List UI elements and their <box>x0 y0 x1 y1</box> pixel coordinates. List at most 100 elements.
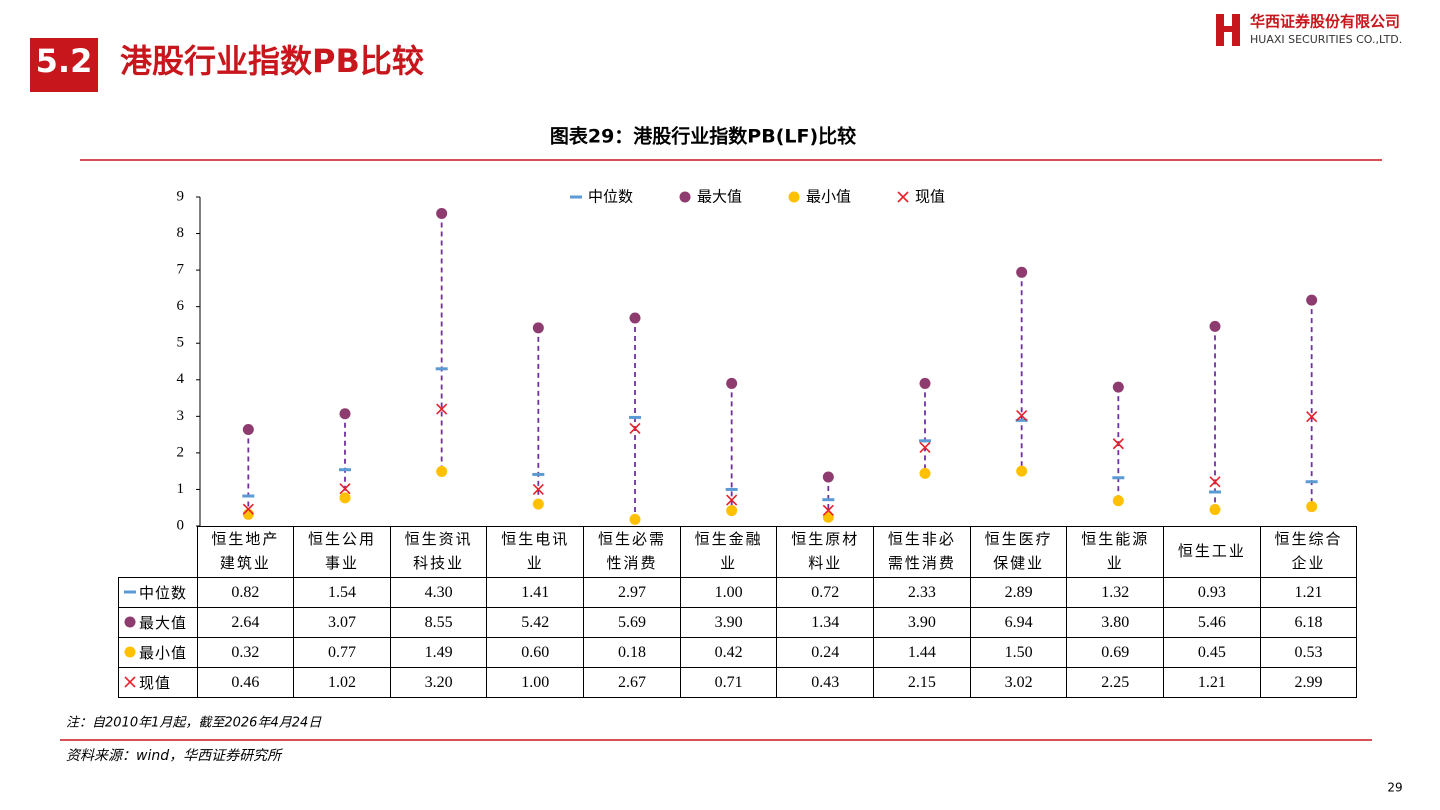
point-cross <box>1209 476 1221 488</box>
y-tick-label: 8 <box>177 225 185 241</box>
table-row: 中位数 0.82 1.54 4.30 1.41 2.97 1.00 0.72 2.33 2.89 1… <box>118 577 1358 608</box>
category-label: 恒生医疗保健业 <box>984 532 1053 572</box>
source: 资料来源：wind，华西证券研究所 <box>66 748 283 764</box>
category-label: 恒生地产建筑业 <box>211 532 280 572</box>
table-value: 5.46 <box>1163 607 1261 638</box>
y-tick-label: 0 <box>177 517 185 533</box>
point-cross <box>726 494 738 506</box>
table-value: 0.24 <box>776 637 875 668</box>
table-value: 3.07 <box>293 607 391 638</box>
note: 注：自2010年1月起，截至2026年4月24日 <box>66 716 322 731</box>
table-header-cell: 恒生非必需性消费 <box>873 526 971 578</box>
point-cross <box>436 403 448 415</box>
table-value: 0.46 <box>196 667 295 698</box>
table-value: 0.43 <box>776 667 875 698</box>
legend-label: 最小值 <box>806 188 851 206</box>
y-tick-label: 1 <box>177 481 185 497</box>
row-marker-box <box>124 616 136 628</box>
table-value: 2.99 <box>1259 667 1358 698</box>
table-value: 1.00 <box>486 667 585 698</box>
point-circle <box>1209 320 1221 332</box>
table-row: 最大值 2.64 3.07 8.55 5.42 5.69 3.90 1.34 3.90 6.94 3… <box>118 607 1358 638</box>
point-circle <box>919 377 931 389</box>
point-cross <box>339 483 351 495</box>
table-value: 2.89 <box>969 577 1068 608</box>
table-value: 2.64 <box>196 607 295 638</box>
table-value: 0.18 <box>583 637 681 668</box>
table-value: 2.25 <box>1066 667 1165 698</box>
row-marker-box <box>124 646 136 658</box>
point-circle <box>242 508 254 520</box>
category-label: 恒生公用事业 <box>307 532 376 572</box>
table-value: 1.32 <box>1066 577 1165 608</box>
table-header-cell: 恒生原材料业 <box>776 526 875 578</box>
legend-label: 现值 <box>915 188 945 206</box>
y-tick-label: 4 <box>177 371 185 387</box>
row-marker-box <box>124 676 136 688</box>
row-label: 中位数 <box>118 577 198 608</box>
table-header-cell: 恒生地产建筑业 <box>196 526 295 578</box>
row-marker <box>124 616 136 628</box>
table-corner <box>118 526 198 578</box>
point-circle <box>339 492 351 504</box>
table-header-cell: 恒生能源业 <box>1066 526 1165 578</box>
table-value: 1.02 <box>293 667 391 698</box>
table-value: 3.20 <box>389 667 488 698</box>
table-header-cell: 恒生公用事业 <box>293 526 391 578</box>
table-header-cell: 恒生医疗保健业 <box>969 526 1068 578</box>
table-header-cell: 恒生工业 <box>1163 526 1261 578</box>
table-header-cell: 恒生资讯科技业 <box>389 526 488 578</box>
row-name: 现值 <box>139 676 172 692</box>
logo-icon <box>1216 14 1240 46</box>
table-value: 1.00 <box>679 577 778 608</box>
table-value: 5.69 <box>583 607 681 638</box>
table-value: 1.34 <box>776 607 875 638</box>
point-circle <box>629 513 641 525</box>
point-circle <box>1016 266 1028 278</box>
legend-marker <box>679 191 691 203</box>
table-row: 现值 0.46 1.02 3.20 1.00 2.67 0.71 0.43 2.15 3.02 2.… <box>118 667 1358 698</box>
table-header-cell: 恒生综合企业 <box>1259 526 1358 578</box>
point-circle <box>726 505 738 517</box>
legend-label: 最大值 <box>697 188 742 206</box>
page-number: 29 <box>1387 781 1402 795</box>
point-circle <box>1306 294 1318 306</box>
table-value: 0.60 <box>486 637 585 668</box>
point-circle <box>822 471 834 483</box>
table-value: 3.90 <box>873 607 971 638</box>
category-label: 恒生金融业 <box>694 532 763 572</box>
chart-title: 图表29：港股行业指数PB(LF)比较 <box>550 125 856 148</box>
table-value: 0.93 <box>1163 577 1261 608</box>
table-value: 2.33 <box>873 577 971 608</box>
point-circle <box>242 423 254 435</box>
table-value: 8.55 <box>389 607 488 638</box>
category-label: 恒生电讯业 <box>501 532 570 572</box>
row-label: 最大值 <box>118 607 198 638</box>
point-circle <box>1112 381 1124 393</box>
legend-label: 中位数 <box>588 188 633 206</box>
table-value: 3.80 <box>1066 607 1165 638</box>
point-cross <box>1016 410 1028 422</box>
point-circle <box>1016 465 1028 477</box>
point-circle <box>532 498 544 510</box>
point-circle <box>1112 495 1124 507</box>
category-label: 恒生非必需性消费 <box>887 532 956 572</box>
table-value: 3.90 <box>679 607 778 638</box>
table-header-cell: 恒生必需性消费 <box>583 526 681 578</box>
point-circle <box>919 467 931 479</box>
y-tick-label: 6 <box>177 298 185 314</box>
row-label: 最小值 <box>118 637 198 668</box>
section-number: 5.2 <box>36 42 93 80</box>
table-value: 0.72 <box>776 577 875 608</box>
y-tick-label: 3 <box>177 408 185 424</box>
table-value: 2.67 <box>583 667 681 698</box>
logo-cn: 华西证券股份有限公司 <box>1250 13 1400 31</box>
table-value: 0.42 <box>679 637 778 668</box>
table-value: 1.54 <box>293 577 391 608</box>
point-circle <box>1209 504 1221 516</box>
y-tick-label: 5 <box>177 335 185 351</box>
table-value: 1.21 <box>1163 667 1261 698</box>
point-circle <box>339 408 351 420</box>
row-label: 现值 <box>118 667 198 698</box>
